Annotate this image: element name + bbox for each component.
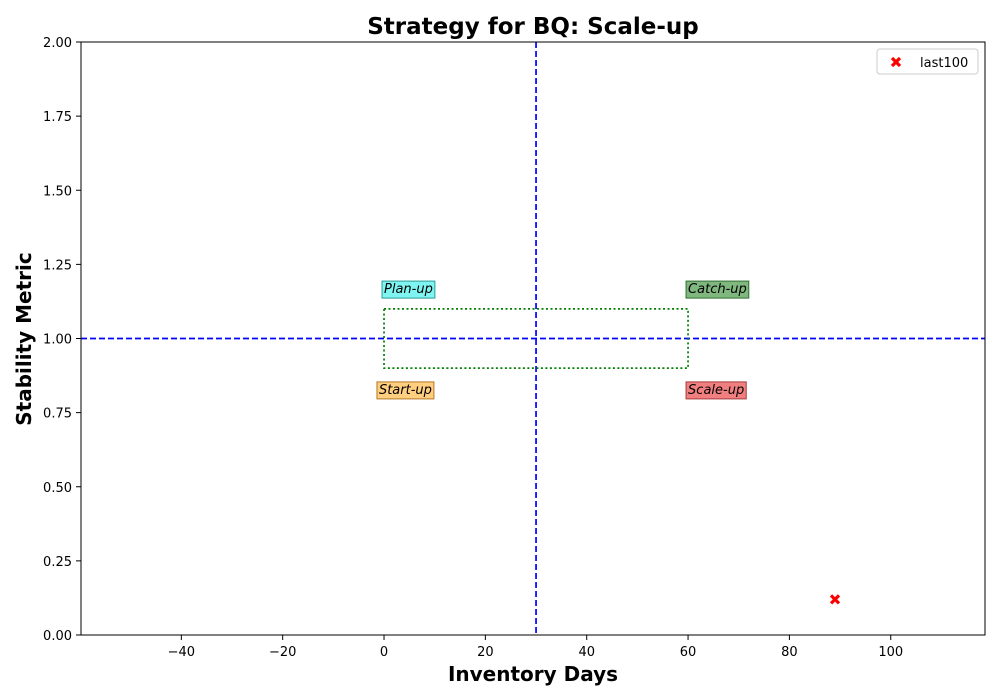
x-tick-label: −20 <box>269 645 296 660</box>
x-tick-label: −40 <box>168 645 195 660</box>
x-tick-label: 40 <box>578 645 595 660</box>
y-tick-label: 1.25 <box>43 258 72 273</box>
legend-marker-last100 <box>890 56 902 68</box>
legend-label-last100: last100 <box>920 56 968 71</box>
data-point-last100-0 <box>829 594 841 605</box>
quadrant-label-box-scale-up <box>685 381 747 400</box>
y-axis-title: Stability Metric <box>12 252 36 426</box>
y-tick-label: 0.25 <box>43 555 72 570</box>
x-tick-label: 60 <box>680 645 697 660</box>
quadrant-label-box-catch-up <box>685 280 750 299</box>
chart-title: Strategy for BQ: Scale-up <box>367 14 699 40</box>
target-box <box>383 308 689 370</box>
y-tick-label: 2.00 <box>43 36 72 51</box>
y-tick-label: 0.75 <box>43 407 72 422</box>
quadrant-label-start-up: Start-up <box>379 383 432 398</box>
x-axis-title: Inventory Days <box>448 662 618 686</box>
quadrant-label-catch-up: Catch-up <box>688 282 747 297</box>
y-tick-label: 0.50 <box>43 481 72 496</box>
y-tick-label: 1.75 <box>43 110 72 125</box>
x-tick-label: 100 <box>878 645 903 660</box>
y-tick-label: 0.00 <box>43 629 72 644</box>
x-tick-label: 80 <box>781 645 798 660</box>
x-tick-label: 0 <box>380 645 388 660</box>
quadrant-label-plan-up: Plan-up <box>384 282 433 297</box>
plot-area: Plan-up Catch-up Start-up Scale-up −40 −20 0 20… <box>43 36 986 660</box>
y-tick-label: 1.00 <box>43 333 72 348</box>
quadrant-label-box-plan-up <box>381 280 436 299</box>
quadrant-label-box-start-up <box>376 381 435 400</box>
legend-box <box>876 48 979 75</box>
y-tick-label: 1.50 <box>43 184 72 199</box>
x-tick-label: 20 <box>477 645 494 660</box>
quadrant-label-scale-up: Scale-up <box>688 383 744 398</box>
